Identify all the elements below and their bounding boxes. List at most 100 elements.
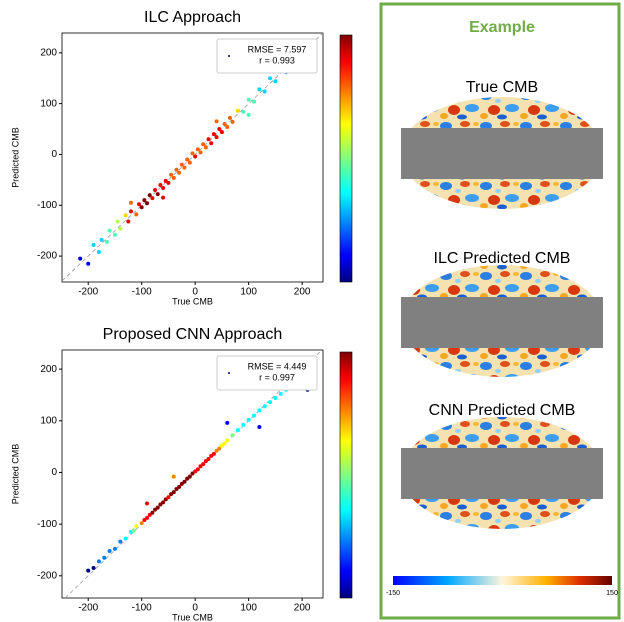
map-title: ILC Predicted CMB	[434, 250, 571, 267]
scatter-point	[147, 193, 152, 198]
scatter-point	[252, 99, 257, 104]
colorbar	[339, 34, 353, 283]
scatter-point	[230, 119, 235, 124]
map	[401, 417, 603, 529]
scatter-point	[193, 154, 198, 159]
colorbar-label: 150	[606, 590, 618, 597]
scatter-point	[182, 479, 187, 484]
scatter-point	[91, 242, 96, 247]
legend-box	[216, 355, 318, 391]
scatter-point	[209, 141, 214, 146]
scatter-point	[225, 125, 230, 130]
scatter-point	[177, 170, 182, 175]
scatter-point	[166, 495, 171, 500]
scatter-point	[118, 226, 123, 231]
y-tick-label: 0	[51, 149, 57, 160]
x-tick-label: 200	[294, 287, 311, 298]
scatter-point	[201, 462, 206, 467]
scatter-point	[257, 87, 262, 92]
scatter-point	[211, 451, 216, 456]
scatter-point	[104, 239, 109, 244]
scatter-point	[182, 165, 187, 170]
scatter-point	[161, 195, 166, 200]
scatter-point	[128, 209, 133, 214]
y-tick-label: -100	[37, 200, 57, 211]
scatter-point	[150, 196, 155, 201]
y-tick-label: 0	[51, 467, 57, 478]
scatter-point	[241, 422, 246, 427]
scatter-point	[96, 559, 101, 564]
scatter-point	[169, 172, 174, 177]
mask-band	[401, 297, 603, 348]
scatter-point	[118, 539, 123, 544]
scatter-point	[222, 441, 227, 446]
scatter-point	[137, 202, 142, 207]
scatter-point	[112, 546, 117, 551]
scatter-point	[150, 510, 155, 515]
scatter-point	[171, 490, 176, 495]
scatter-point	[195, 147, 200, 152]
scatter-point	[145, 501, 150, 506]
scatter-point	[126, 219, 131, 224]
x-tick-label: 100	[240, 603, 257, 614]
scatter-point	[131, 528, 136, 533]
scatter-point	[134, 524, 139, 529]
y-axis-label: Predicted CMB	[10, 444, 20, 505]
colorbar-label: -150	[386, 590, 400, 597]
scatter-point	[190, 151, 195, 156]
scatter-point	[217, 127, 222, 132]
y-tick-label: -100	[37, 519, 57, 530]
scatter-point	[257, 408, 262, 413]
scatter-point	[246, 112, 251, 117]
plot-cnn: Proposed CNN Approach -200 -100 0 100 200 -200…	[10, 326, 353, 622]
panel-border	[379, 2, 621, 620]
map-title: CNN Predicted CMB	[429, 402, 576, 419]
scatter-point	[214, 119, 219, 124]
map	[401, 97, 603, 209]
x-tick-label: -100	[132, 287, 152, 298]
y-tick-label: 200	[40, 364, 57, 375]
scatter-point	[102, 555, 107, 560]
scatter-point	[235, 428, 240, 433]
scatter-point	[155, 192, 160, 197]
scatter-point	[230, 433, 235, 438]
scatter-point	[246, 417, 251, 422]
scatter-point	[177, 484, 182, 489]
y-tick-label: 100	[40, 415, 57, 426]
scatter-point	[107, 548, 112, 553]
y-tick-label: 100	[40, 98, 57, 109]
legend-text: RMSE = 4.449	[248, 361, 307, 371]
scatter-point	[227, 115, 232, 120]
scatter-point	[142, 198, 147, 203]
scatter-point	[112, 232, 117, 237]
legend-text: r = 0.993	[259, 55, 295, 65]
x-tick-label: 100	[240, 287, 257, 298]
scatter-point	[195, 467, 200, 472]
legend-marker	[228, 55, 230, 57]
y-tick-label: -200	[37, 570, 57, 581]
scatter-point	[161, 500, 166, 505]
x-axis-label: True CMB	[172, 612, 213, 622]
scatter-point	[241, 109, 246, 114]
scatter-point	[268, 76, 273, 81]
scatter-point	[225, 438, 230, 443]
example-panel: Example True CMB ILC Predicted CMB CNN P…	[379, 2, 621, 620]
y-tick-label: 200	[40, 47, 57, 58]
scatter-point	[187, 160, 192, 165]
scatter-point	[155, 505, 160, 510]
scatter-point	[171, 175, 176, 180]
scatter-point	[201, 142, 206, 147]
scatter-point	[217, 446, 222, 451]
plot-title: Proposed CNN Approach	[103, 326, 283, 343]
scatter-point	[246, 97, 251, 102]
legend-text: RMSE = 7.597	[248, 44, 307, 54]
scatter-point	[139, 205, 144, 210]
scatter-point	[96, 250, 101, 255]
scatter-point	[145, 201, 150, 206]
scatter-point	[187, 474, 192, 479]
scatter-point	[222, 121, 227, 126]
y-axis-label: Predicted CMB	[10, 127, 20, 188]
scatter-point	[166, 180, 171, 185]
